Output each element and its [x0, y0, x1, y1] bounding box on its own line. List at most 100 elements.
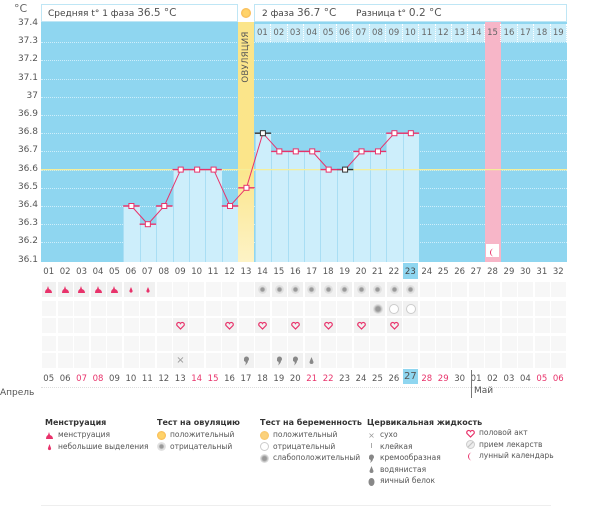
calendar-date[interactable]: 16: [224, 374, 235, 384]
symptom-cell-bg[interactable]: [90, 318, 106, 333]
temperature-point[interactable]: [210, 166, 217, 173]
symptom-cell-bg[interactable]: [534, 353, 550, 368]
x-tick-label[interactable]: 20: [355, 267, 367, 277]
symptom-cell-bg[interactable]: [57, 318, 73, 333]
x-tick-label[interactable]: 03: [76, 267, 87, 277]
menstruation-cell[interactable]: [140, 282, 156, 297]
symptom-cell-bg[interactable]: [74, 318, 90, 333]
symptom-cell-bg[interactable]: [468, 336, 484, 351]
symptom-cell-bg[interactable]: [534, 318, 550, 333]
symptom-cell-bg[interactable]: [320, 301, 336, 316]
calendar-date[interactable]: 25: [372, 374, 383, 384]
calendar-date[interactable]: 29: [437, 374, 449, 384]
x-tick-label[interactable]: 07: [141, 267, 153, 277]
symptom-cell-bg[interactable]: [518, 282, 534, 297]
calendar-date[interactable]: 12: [158, 374, 170, 384]
symptom-cell-bg[interactable]: [468, 282, 484, 297]
symptom-cell-bg[interactable]: [189, 353, 205, 368]
x-tick-label[interactable]: 27: [470, 267, 482, 277]
x-tick-label[interactable]: 29: [503, 267, 515, 277]
symptom-cell-bg[interactable]: [485, 301, 501, 316]
temperature-point[interactable]: [374, 148, 381, 155]
symptom-cell-bg[interactable]: [436, 301, 451, 316]
x-tick-label[interactable]: 25: [437, 267, 449, 277]
menstruation-cell[interactable]: [74, 282, 90, 297]
ovulation-test-cell[interactable]: [271, 282, 287, 297]
symptom-cell-bg[interactable]: [501, 353, 517, 368]
menstruation-cell[interactable]: [90, 282, 106, 297]
temperature-point[interactable]: [128, 203, 135, 209]
symptom-cell-bg[interactable]: [518, 336, 534, 351]
symptom-cell-bg[interactable]: [57, 301, 73, 316]
symptom-cell-bg[interactable]: [74, 301, 90, 316]
symptom-cell-bg[interactable]: [353, 353, 369, 368]
calendar-date[interactable]: 24: [355, 374, 367, 384]
symptom-cell-bg[interactable]: [189, 301, 205, 316]
symptom-cell-bg[interactable]: [518, 318, 534, 333]
symptom-cell-bg[interactable]: [320, 336, 336, 351]
symptom-cell-bg[interactable]: [156, 318, 172, 333]
symptom-cell-bg[interactable]: [41, 336, 57, 351]
pregnancy-test-cell[interactable]: [386, 301, 402, 316]
temperature-point[interactable]: [161, 203, 168, 209]
symptom-cell-bg[interactable]: [485, 282, 501, 297]
cervical-fluid-cell[interactable]: [271, 353, 287, 368]
x-tick-label[interactable]: 08: [158, 267, 170, 277]
symptom-cell-bg[interactable]: [123, 318, 139, 333]
symptom-cell-bg[interactable]: [156, 301, 172, 316]
symptom-cell-bg[interactable]: [485, 336, 501, 351]
calendar-date[interactable]: 10: [125, 374, 137, 384]
calendar-date[interactable]: 26: [388, 374, 400, 384]
symptom-cell-bg[interactable]: [337, 318, 353, 333]
symptom-cell-bg[interactable]: [41, 301, 57, 316]
cervical-fluid-cell[interactable]: [238, 353, 254, 368]
calendar-date[interactable]: 05: [43, 374, 55, 384]
temperature-point[interactable]: [227, 203, 234, 209]
temperature-point[interactable]: [177, 166, 184, 173]
intercourse-cell[interactable]: [173, 318, 188, 333]
intercourse-cell[interactable]: [288, 318, 303, 333]
symptom-cell-bg[interactable]: [436, 353, 451, 368]
calendar-date[interactable]: 06: [59, 374, 71, 384]
symptom-cell-bg[interactable]: [140, 318, 156, 333]
x-tick-label[interactable]: 21: [372, 267, 383, 277]
symptom-cell-bg[interactable]: [419, 282, 435, 297]
symptom-cell-bg[interactable]: [436, 336, 451, 351]
symptom-cell-bg[interactable]: [173, 301, 188, 316]
symptom-cell-bg[interactable]: [156, 353, 172, 368]
symptom-cell-bg[interactable]: [485, 318, 501, 333]
symptom-cell-bg[interactable]: [436, 318, 451, 333]
x-tick-label[interactable]: 30: [519, 267, 531, 277]
x-tick-label[interactable]: 16: [289, 267, 301, 277]
symptom-cell-bg[interactable]: [468, 353, 484, 368]
x-tick-label[interactable]: 12: [224, 267, 235, 277]
symptom-cell-bg[interactable]: [551, 282, 566, 297]
symptom-cell-bg[interactable]: [370, 336, 386, 351]
symptom-cell-bg[interactable]: [205, 301, 221, 316]
symptom-cell-bg[interactable]: [403, 336, 419, 351]
temperature-point[interactable]: [144, 221, 151, 228]
symptom-cell-bg[interactable]: [403, 318, 419, 333]
pregnancy-test-cell[interactable]: [403, 301, 419, 316]
temperature-point[interactable]: [391, 130, 398, 137]
calendar-date[interactable]: 11: [141, 374, 153, 384]
symptom-cell-bg[interactable]: [271, 318, 287, 333]
menstruation-cell[interactable]: [57, 282, 73, 297]
symptom-cell-bg[interactable]: [123, 336, 139, 351]
cervical-fluid-cell[interactable]: [304, 353, 320, 368]
symptom-cell-bg[interactable]: [255, 301, 271, 316]
symptom-cell-bg[interactable]: [238, 336, 254, 351]
symptom-cell-bg[interactable]: [205, 282, 221, 297]
calendar-date[interactable]: 18: [256, 374, 268, 384]
symptom-cell-bg[interactable]: [205, 318, 221, 333]
symptom-cell-bg[interactable]: [534, 301, 550, 316]
symptom-cell-bg[interactable]: [90, 336, 106, 351]
symptom-cell-bg[interactable]: [57, 336, 73, 351]
x-tick-label[interactable]: 15: [273, 267, 285, 277]
calendar-date[interactable]: 08: [92, 374, 104, 384]
symptom-cell-bg[interactable]: [189, 336, 205, 351]
temperature-point[interactable]: [243, 184, 250, 191]
calendar-date[interactable]: 14: [191, 374, 203, 384]
symptom-cell-bg[interactable]: [107, 301, 123, 316]
symptom-cell-bg[interactable]: [551, 301, 566, 316]
